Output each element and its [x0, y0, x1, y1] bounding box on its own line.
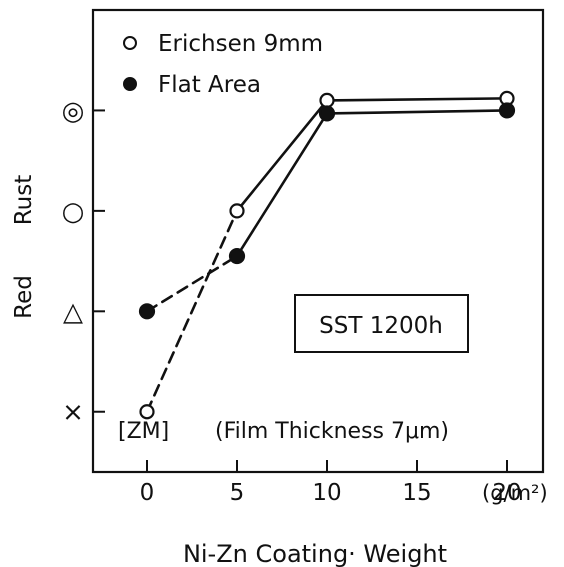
series-erichsen-9mm-point-0: [139, 404, 155, 420]
series-erichsen-9mm-point-2: [319, 92, 335, 108]
legend-marker-flat-area: [123, 77, 137, 91]
legend-label-erichsen: Erichsen 9mm: [158, 31, 323, 57]
x-tick-label-1: 5: [230, 480, 245, 506]
legend-marker-erichsen: [123, 36, 137, 50]
legend-label-flat-area: Flat Area: [158, 72, 261, 98]
series-erichsen-9mm-segment-1: [235, 99, 329, 213]
sst-box-label: SST 1200h: [319, 313, 443, 339]
series-erichsen-9mm-segment-2: [325, 97, 509, 102]
plot-frame: [91, 8, 545, 474]
series-flat-area-point-1: [228, 247, 246, 265]
x-axis-unit: (g/m²): [482, 481, 548, 505]
series-flat-area-point-3: [498, 102, 516, 119]
series-flat-area-segment-0: [145, 254, 239, 313]
y-tick-label-2: ○: [62, 197, 85, 227]
series-flat-area-segment-2: [325, 109, 509, 115]
y-axis-label-rust: Rust: [11, 175, 37, 226]
series-points: [138, 90, 516, 420]
series-lines: [145, 97, 509, 414]
y-tick-label-0: ×: [62, 398, 84, 428]
y-axis-ticks: × △ ○ ◎: [62, 96, 105, 428]
y-tick-label-1: △: [63, 297, 83, 327]
y-axis-label-red: Red: [11, 275, 37, 319]
series-flat-area-segment-1: [235, 112, 329, 258]
x-tick-label-4: 20: [492, 480, 521, 506]
x-tick-label-2: 10: [312, 480, 341, 506]
x-axis-label: Ni-Zn Coating· Weight: [183, 540, 447, 567]
film-thickness-note: (Film Thickness 7μm): [215, 419, 449, 444]
series-erichsen-9mm-point-1: [229, 203, 245, 219]
zm-label: [ZM]: [118, 419, 169, 444]
x-tick-label-3: 15: [402, 480, 431, 506]
series-flat-area-point-0: [138, 303, 156, 320]
sst-box: [294, 294, 469, 353]
legend: Erichsen 9mm Flat Area: [123, 31, 323, 98]
y-tick-label-3: ◎: [62, 96, 85, 126]
x-axis-ticks: 0 5 10 15 20: [140, 460, 522, 506]
x-tick-label-0: 0: [140, 480, 155, 506]
series-flat-area-point-2: [318, 105, 336, 122]
series-erichsen-9mm-segment-0: [145, 209, 239, 414]
